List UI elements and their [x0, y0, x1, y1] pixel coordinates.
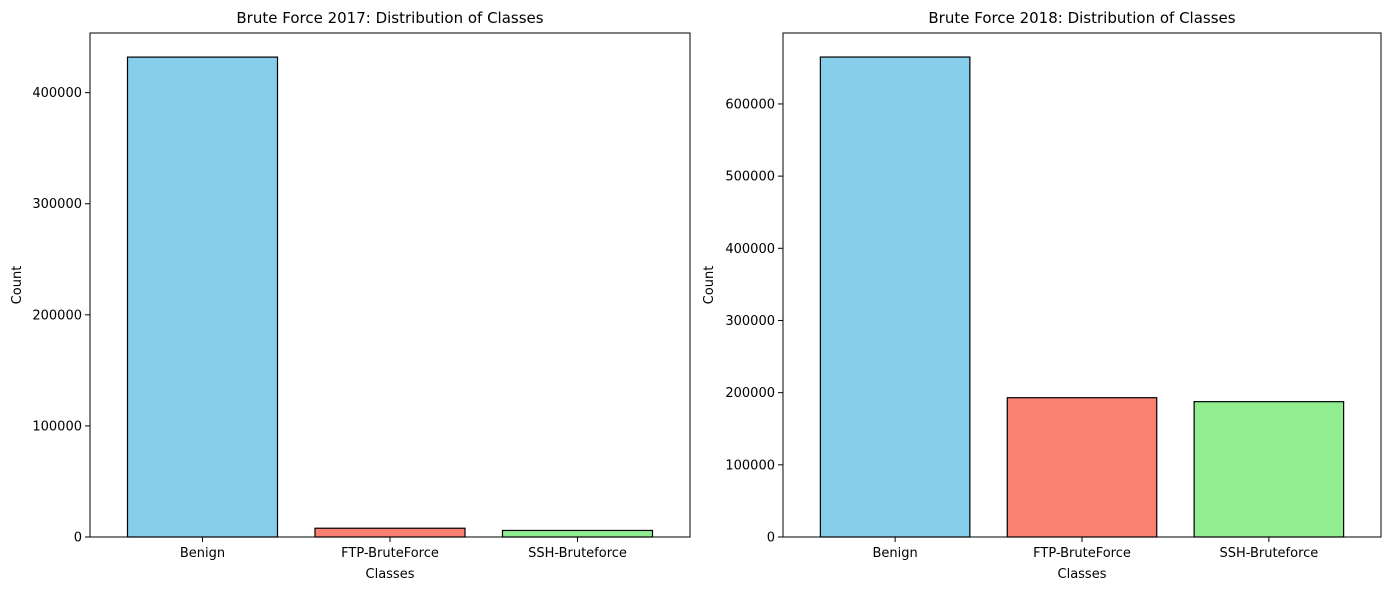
- bar-ssh-bruteforce: [501, 529, 654, 538]
- x-tick-label: FTP-BruteForce: [341, 546, 439, 561]
- plot-area: 0 100000 200000 300000 400000 Benign FTP-Brute…: [32, 32, 691, 561]
- chart-2017: Brute Force 2017: Distribution of Classe…: [10, 9, 691, 582]
- y-tick-label: 400000: [32, 86, 82, 101]
- y-axis-label: Count: [10, 266, 25, 305]
- y-tick-label: 100000: [725, 458, 775, 473]
- bar-benign: [819, 56, 971, 538]
- bar-ftp-bruteforce: [1006, 397, 1158, 538]
- y-tick-label: 400000: [725, 242, 775, 257]
- x-axis-label: Classes: [1058, 567, 1107, 582]
- y-tick-label: 100000: [32, 419, 82, 434]
- x-tick-label: FTP-BruteForce: [1033, 546, 1131, 561]
- y-tick-label: 0: [74, 531, 82, 546]
- bar-benign: [126, 56, 279, 538]
- y-tick-label: 300000: [32, 197, 82, 212]
- y-axis-label: Count: [702, 266, 717, 305]
- bar-ftp-bruteforce: [314, 527, 466, 538]
- y-tick-label: 500000: [725, 170, 775, 185]
- x-axis-label: Classes: [366, 567, 415, 582]
- y-tick-label: 200000: [725, 386, 775, 401]
- x-tick-label: SSH-Bruteforce: [1219, 546, 1318, 561]
- y-tick-label: 200000: [32, 308, 82, 323]
- y-tick-label: 0: [767, 531, 775, 546]
- bar-ssh-bruteforce: [1193, 401, 1345, 538]
- y-tick-label: 300000: [725, 314, 775, 329]
- chart-2018: Brute Force 2018: Distribution of Classe…: [702, 9, 1382, 582]
- y-tick-label: 600000: [725, 97, 775, 112]
- chart-title: Brute Force 2018: Distribution of Classe…: [928, 9, 1235, 27]
- plot-area: 0 100000 200000 300000 400000 500000 600000 Ben…: [725, 32, 1382, 561]
- chart-title: Brute Force 2017: Distribution of Classe…: [236, 9, 543, 27]
- x-tick-label: Benign: [180, 546, 225, 561]
- x-tick-label: SSH-Bruteforce: [528, 546, 627, 561]
- x-tick-label: Benign: [872, 546, 917, 561]
